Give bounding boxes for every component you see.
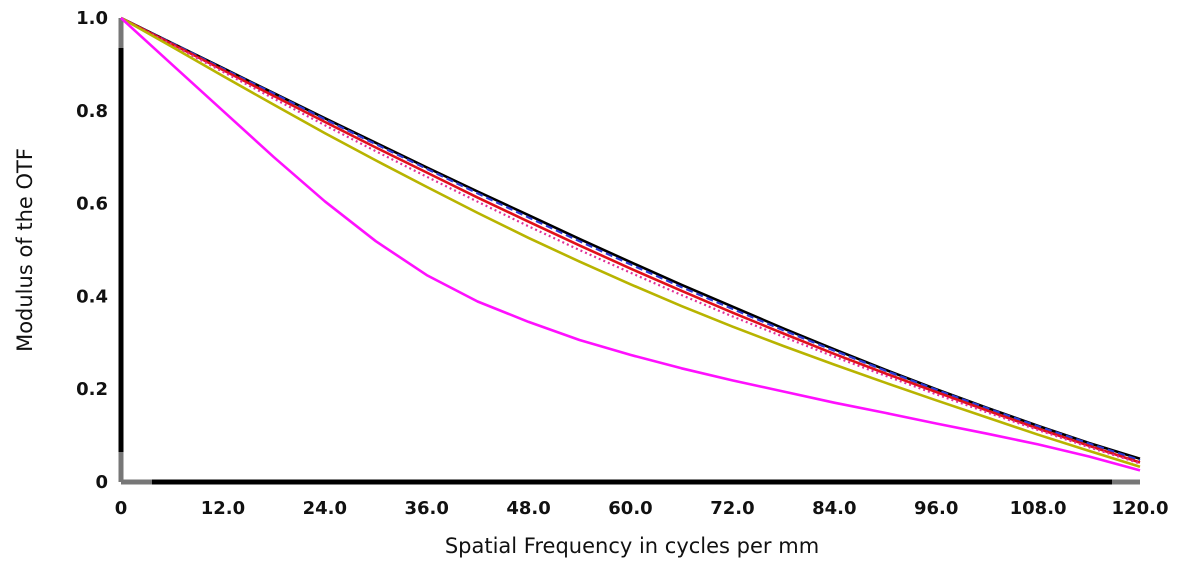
series-line-2 bbox=[120, 17, 1141, 462]
y-tick-labels: 0 0.2 0.4 0.6 0.8 1.0 bbox=[76, 8, 108, 493]
x-axis-label: Spatial Frequency in cycles per mm bbox=[445, 534, 819, 558]
x-tick-label: 36.0 bbox=[404, 498, 448, 519]
series-layer bbox=[120, 16, 1141, 472]
x-tick-label: 108.0 bbox=[1010, 498, 1067, 519]
series-line-3 bbox=[120, 16, 1141, 464]
x-tick-label: 120.0 bbox=[1112, 498, 1169, 519]
x-tick-label: 72.0 bbox=[710, 498, 754, 519]
y-tick-label: 0.4 bbox=[76, 286, 108, 307]
x-tick-label: 96.0 bbox=[914, 498, 958, 519]
y-tick-label: 1.0 bbox=[76, 8, 108, 29]
x-tick-label: 24.0 bbox=[303, 498, 347, 519]
x-tick-label: 60.0 bbox=[608, 498, 652, 519]
series-line-1 bbox=[120, 16, 1141, 461]
y-tick-label: 0.2 bbox=[76, 379, 108, 400]
x-tick-labels: 0 12.0 24.0 36.0 48.0 60.0 72.0 84.0 96.0 108.0 12… bbox=[115, 498, 1169, 519]
y-axis-label: Modulus of the OTF bbox=[13, 148, 37, 352]
y-tick-label: 0.8 bbox=[76, 101, 108, 122]
series-line-5 bbox=[120, 16, 1141, 468]
y-tick-label: 0 bbox=[95, 472, 108, 493]
x-tick-label: 0 bbox=[115, 498, 128, 519]
series-line-4 bbox=[120, 17, 1141, 465]
series-line-6 bbox=[120, 17, 1141, 472]
x-tick-label: 48.0 bbox=[506, 498, 550, 519]
x-tick-label: 84.0 bbox=[812, 498, 856, 519]
y-tick-label: 0.6 bbox=[76, 194, 108, 215]
axes bbox=[118, 18, 1140, 485]
x-tick-label: 12.0 bbox=[201, 498, 245, 519]
